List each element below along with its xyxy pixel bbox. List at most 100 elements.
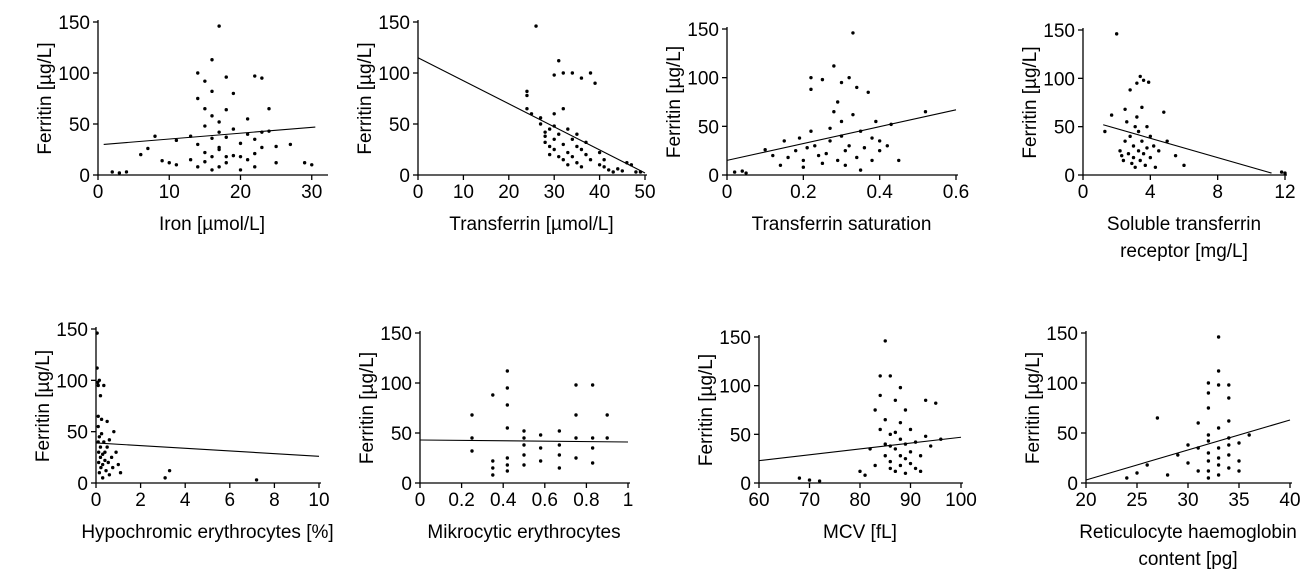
data-point: [1135, 471, 1139, 475]
x-tick-label: 0.6: [943, 182, 969, 203]
data-point: [1237, 459, 1241, 463]
data-point: [570, 154, 575, 159]
data-point: [590, 436, 595, 440]
x-tick-label: 12: [1274, 182, 1295, 203]
data-point: [557, 443, 562, 447]
data-point: [1237, 441, 1241, 445]
data-point: [525, 89, 529, 94]
data-point: [253, 151, 257, 156]
data-point: [893, 430, 898, 435]
chart-panel-5: 0 50 100 150 0 2 4 6 8 10 Hypochromic erythrocytes…: [33, 320, 334, 543]
data-point: [107, 473, 112, 477]
x-tick-label: 30: [1177, 490, 1198, 511]
x-tick-label: 0: [93, 182, 104, 203]
data-point: [163, 476, 167, 480]
data-point: [843, 148, 848, 153]
data-point: [210, 114, 214, 118]
x-tick-label: 8: [1212, 182, 1223, 203]
data-point: [858, 168, 863, 172]
data-point: [96, 440, 100, 444]
data-point: [111, 465, 115, 470]
data-point: [1216, 456, 1221, 460]
data-point: [888, 432, 892, 437]
data-point: [855, 155, 859, 160]
data-point: [889, 122, 893, 127]
data-point: [570, 71, 575, 75]
regression-line: [758, 436, 962, 462]
data-point: [1153, 165, 1158, 169]
data-point: [153, 134, 157, 138]
data-point: [557, 466, 562, 470]
data-point: [552, 112, 556, 116]
y-axis-label: Ferritin [µg/L]: [35, 42, 56, 154]
data-point: [96, 383, 100, 388]
y-tick-label: 100: [1043, 69, 1075, 90]
data-point: [883, 442, 887, 446]
y-tick-label: 100: [687, 69, 719, 90]
data-point: [97, 435, 102, 439]
data-point: [547, 127, 552, 131]
data-point: [1206, 469, 1211, 473]
regression-line: [1103, 124, 1272, 174]
chart-panel-1: 0 50 100 150 0 10 20 30 Iron [µmol/L] Ferritin [µ…: [35, 13, 328, 235]
data-point: [813, 144, 817, 148]
y-tick-label: 50: [730, 425, 751, 446]
data-point: [851, 31, 855, 35]
data-point: [1155, 416, 1160, 420]
data-point: [1206, 451, 1211, 455]
data-point: [260, 130, 264, 134]
data-point: [809, 87, 813, 92]
x-tick-label: 0.4: [866, 182, 893, 203]
data-point: [597, 163, 602, 167]
data-point: [1148, 134, 1153, 139]
data-point: [574, 413, 578, 417]
data-point: [118, 471, 123, 475]
data-point: [217, 147, 221, 152]
data-point: [1133, 165, 1137, 169]
data-point: [505, 463, 510, 467]
y-tick-label: 50: [389, 115, 410, 136]
data-point: [543, 140, 547, 145]
data-point: [1138, 158, 1142, 163]
data-point: [231, 127, 236, 131]
data-point: [97, 378, 102, 383]
data-point: [96, 460, 101, 465]
data-point: [100, 452, 105, 456]
data-point: [1186, 443, 1190, 447]
data-point: [254, 478, 259, 482]
data-point: [629, 163, 634, 167]
data-point: [638, 170, 643, 174]
data-point: [1136, 129, 1141, 134]
data-point: [828, 139, 832, 143]
y-axis-label: Ferritin [µg/L]: [1023, 352, 1044, 464]
data-point: [816, 153, 821, 158]
data-point: [522, 436, 526, 440]
x-tick-label: 70: [799, 490, 820, 511]
data-point: [1140, 139, 1144, 143]
data-point: [1206, 459, 1211, 463]
data-point: [1216, 463, 1221, 467]
data-point: [102, 383, 106, 388]
x-tick-label: 30: [301, 182, 322, 203]
data-point: [274, 161, 278, 165]
data-point: [99, 417, 104, 422]
data-point: [210, 168, 214, 172]
data-point: [590, 446, 595, 450]
data-point: [888, 374, 892, 378]
data-point: [1143, 163, 1147, 168]
data-point: [1125, 120, 1129, 124]
data-point: [588, 71, 593, 75]
data-point: [893, 447, 898, 451]
data-point: [574, 383, 578, 387]
data-point: [620, 169, 624, 173]
y-tick-label: 100: [719, 377, 751, 398]
y-tick-label: 150: [1046, 324, 1078, 345]
data-point: [174, 138, 179, 143]
data-point: [839, 134, 844, 138]
x-tick-label: 20: [230, 182, 251, 203]
data-point: [174, 163, 179, 167]
x-tick-label: 10: [159, 182, 180, 203]
data-point: [885, 144, 889, 148]
data-point: [873, 463, 877, 468]
data-point: [898, 420, 903, 425]
